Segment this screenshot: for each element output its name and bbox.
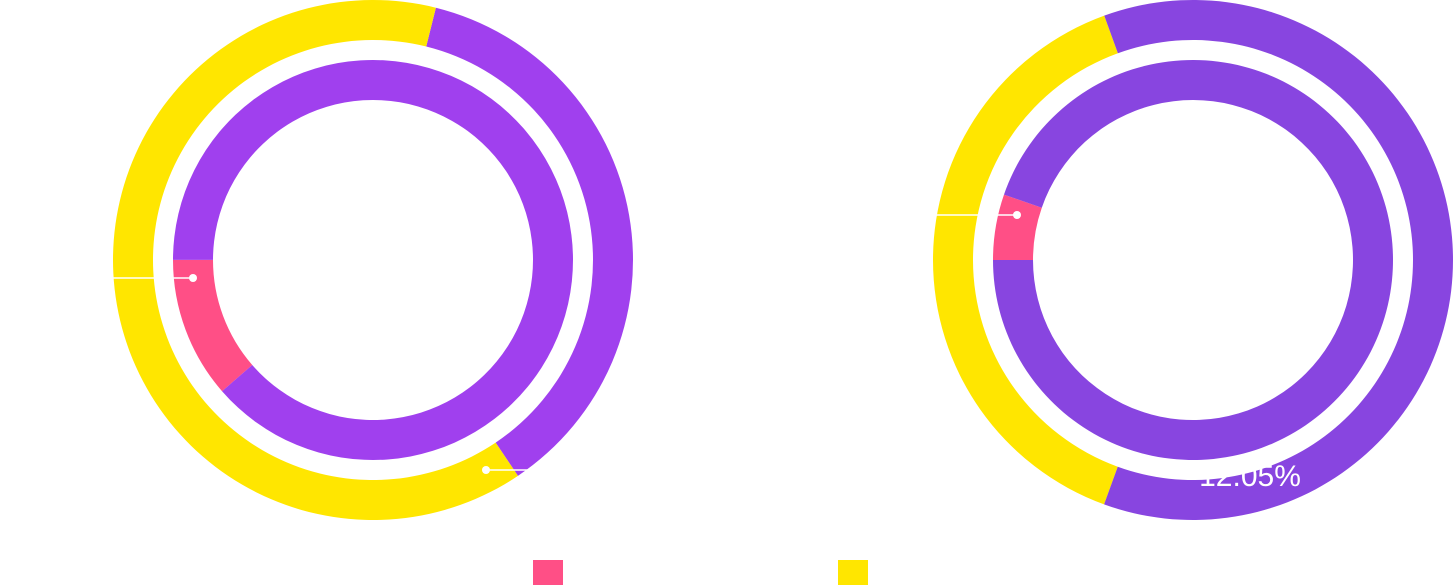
annotation: 12.05% [1199, 460, 1301, 493]
donut-segment [172, 259, 253, 392]
leader-dot [482, 466, 490, 474]
donut-segment [993, 194, 1042, 260]
donut-segment [426, 7, 633, 476]
donut-segment [932, 15, 1118, 505]
legend-swatch [533, 560, 563, 585]
donut-segment [173, 59, 573, 460]
donut-segment [113, 0, 518, 520]
donut-segment [993, 59, 1393, 460]
leader-dot [189, 274, 197, 282]
legend-swatch [838, 560, 868, 585]
leader-dot [1013, 211, 1021, 219]
